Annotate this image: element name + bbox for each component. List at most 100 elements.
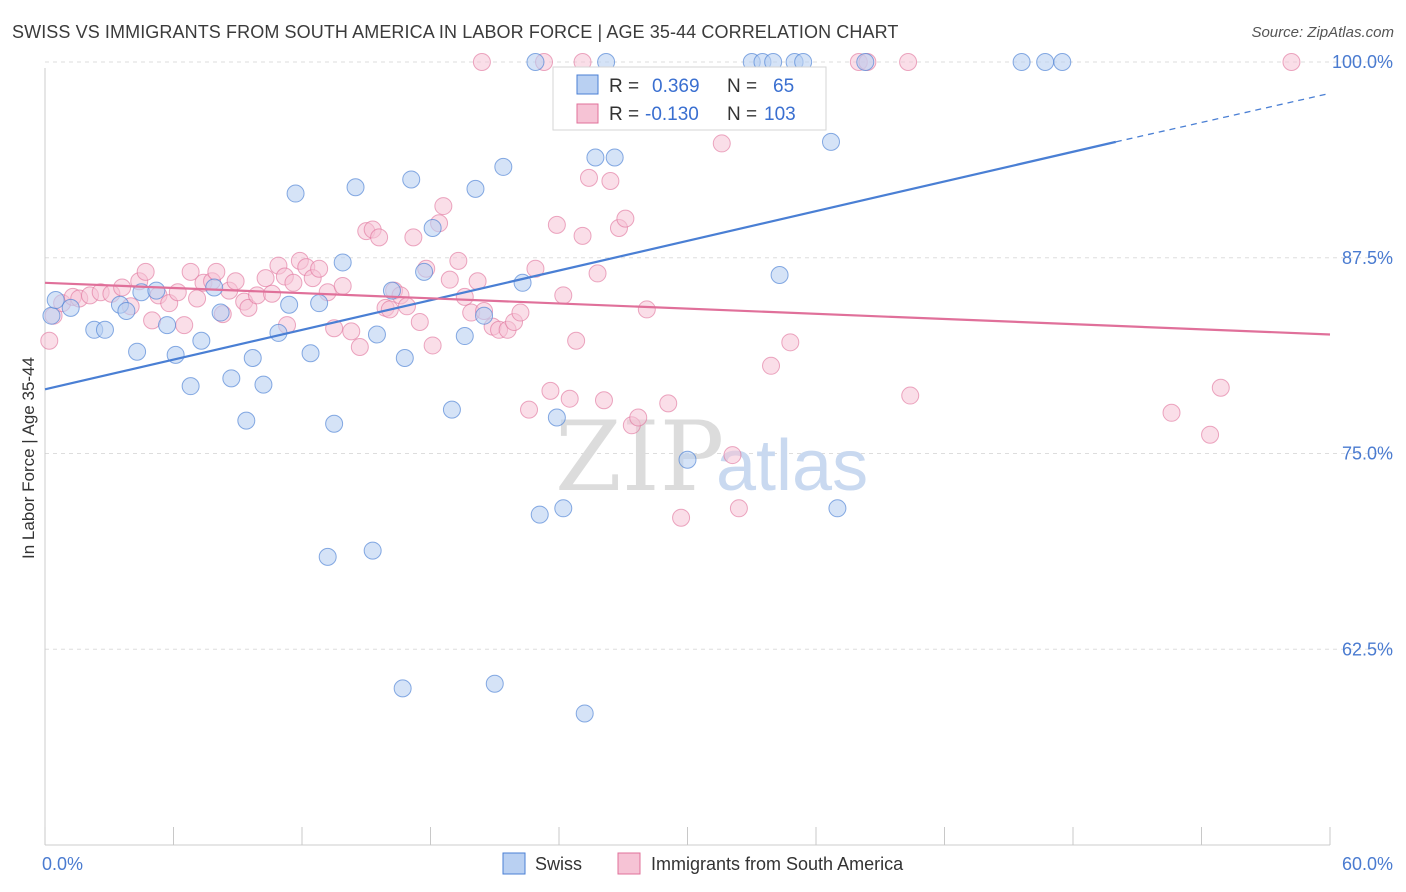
watermark: ZIP atlas [555,401,868,513]
swiss-point-24 [310,294,329,313]
imm-point-65 [511,303,530,322]
imm-point-0 [40,331,59,350]
imm-point-87 [723,446,742,465]
imm-point-17 [181,262,200,281]
stats-imm-n-label: N = [727,104,757,125]
swiss-point-61 [856,53,875,71]
imm-point-15 [168,283,187,302]
swiss-point-13 [192,331,211,350]
stats-imm-r-label: R = [609,104,639,125]
imm-point-56 [449,251,468,270]
swiss-point-39 [466,179,485,198]
imm-point-24 [226,272,245,291]
imm-point-27 [248,286,267,305]
swiss-point-48 [575,704,594,723]
imm-point-94 [901,386,920,405]
swiss-point-31 [382,281,401,300]
imm-point-77 [594,391,613,410]
swiss-point-41 [485,674,504,693]
swiss-point-17 [237,411,256,430]
imm-point-95 [1162,403,1181,422]
swiss-point-47 [554,499,573,518]
imm-point-73 [567,331,586,350]
legend-swiss-swatch [502,852,526,875]
grid-lines [45,61,1392,650]
imm-point-49 [404,228,423,247]
swiss-point-6 [117,301,136,320]
swiss-point-25 [318,547,337,566]
imm-point-83 [637,300,656,319]
swiss-point-52 [678,450,697,469]
imm-point-28 [256,269,275,288]
swiss-point-44 [526,53,545,71]
swiss-point-49 [586,148,605,167]
imm-point-99 [472,53,491,71]
imm-point-39 [333,276,352,295]
imm-point-12 [143,311,162,330]
imm-point-97 [1201,425,1220,444]
imm-point-16 [175,316,194,335]
swiss-point-23 [301,344,320,363]
swiss-point-46 [547,408,566,427]
imm-point-96 [1211,378,1230,397]
swiss-point-36 [423,218,442,237]
legend-imm-label: Immigrants from South America [651,854,904,874]
imm-point-66 [520,400,539,419]
imm-point-11 [136,262,155,281]
swiss-point-59 [821,132,840,151]
legend: Swiss Immigrants from South America [502,852,904,875]
imm-point-90 [781,333,800,352]
imm-point-89 [762,356,781,375]
imm-point-36 [310,259,329,278]
series-swiss-points [42,53,1072,723]
swiss-point-26 [325,414,344,433]
y-tick-label-3: 100.0% [1332,52,1393,72]
legend-swiss-label: Swiss [535,854,582,874]
swiss-point-60 [828,499,847,518]
trend-lines [44,92,1331,391]
chart-title: SWISS VS IMMIGRANTS FROM SOUTH AMERICA I… [12,22,899,42]
swiss-point-2 [61,298,80,317]
imm-point-82 [629,408,648,427]
imm-point-71 [554,286,573,305]
imm-point-85 [672,508,691,527]
stats-swiss-swatch [576,74,599,95]
imm-point-75 [579,168,598,187]
swiss-point-28 [346,178,365,197]
imm-point-8 [113,278,132,297]
swiss-point-34 [402,170,421,189]
imm-point-50 [410,312,429,331]
x-tick-label-1: 60.0% [1342,854,1393,874]
y-tick-label-2: 87.5% [1342,248,1393,268]
stats-swiss-r-label: R = [609,76,639,97]
watermark-atlas: atlas [716,426,868,506]
imm-point-18 [188,289,207,308]
swiss-point-1 [46,291,65,310]
swiss-trend-extension [1115,92,1331,143]
legend-imm-swatch [617,852,641,875]
swiss-point-15 [211,303,230,322]
imm-point-72 [560,389,579,408]
swiss-point-40 [475,306,494,325]
y-axis-label: In Labor Force | Age 35-44 [19,357,38,559]
imm-point-86 [712,134,731,153]
imm-point-41 [350,338,369,357]
imm-point-26 [239,298,258,317]
swiss-point-32 [395,348,414,367]
imm-point-21 [207,262,226,281]
swiss-point-45 [530,505,549,524]
swiss-point-33 [393,679,412,698]
imm-point-93 [899,53,918,71]
imm-point-67 [526,259,545,278]
stats-imm-r-value: -0.130 [645,104,699,125]
imm-point-29 [263,284,282,303]
imm-point-80 [616,209,635,228]
imm-point-40 [342,322,361,341]
imm-point-54 [434,197,453,216]
swiss-point-29 [363,541,382,560]
swiss-point-64 [1053,53,1072,71]
imm-point-52 [423,336,442,355]
imm-trend-line [44,281,1331,336]
stats-imm-swatch [576,103,599,124]
